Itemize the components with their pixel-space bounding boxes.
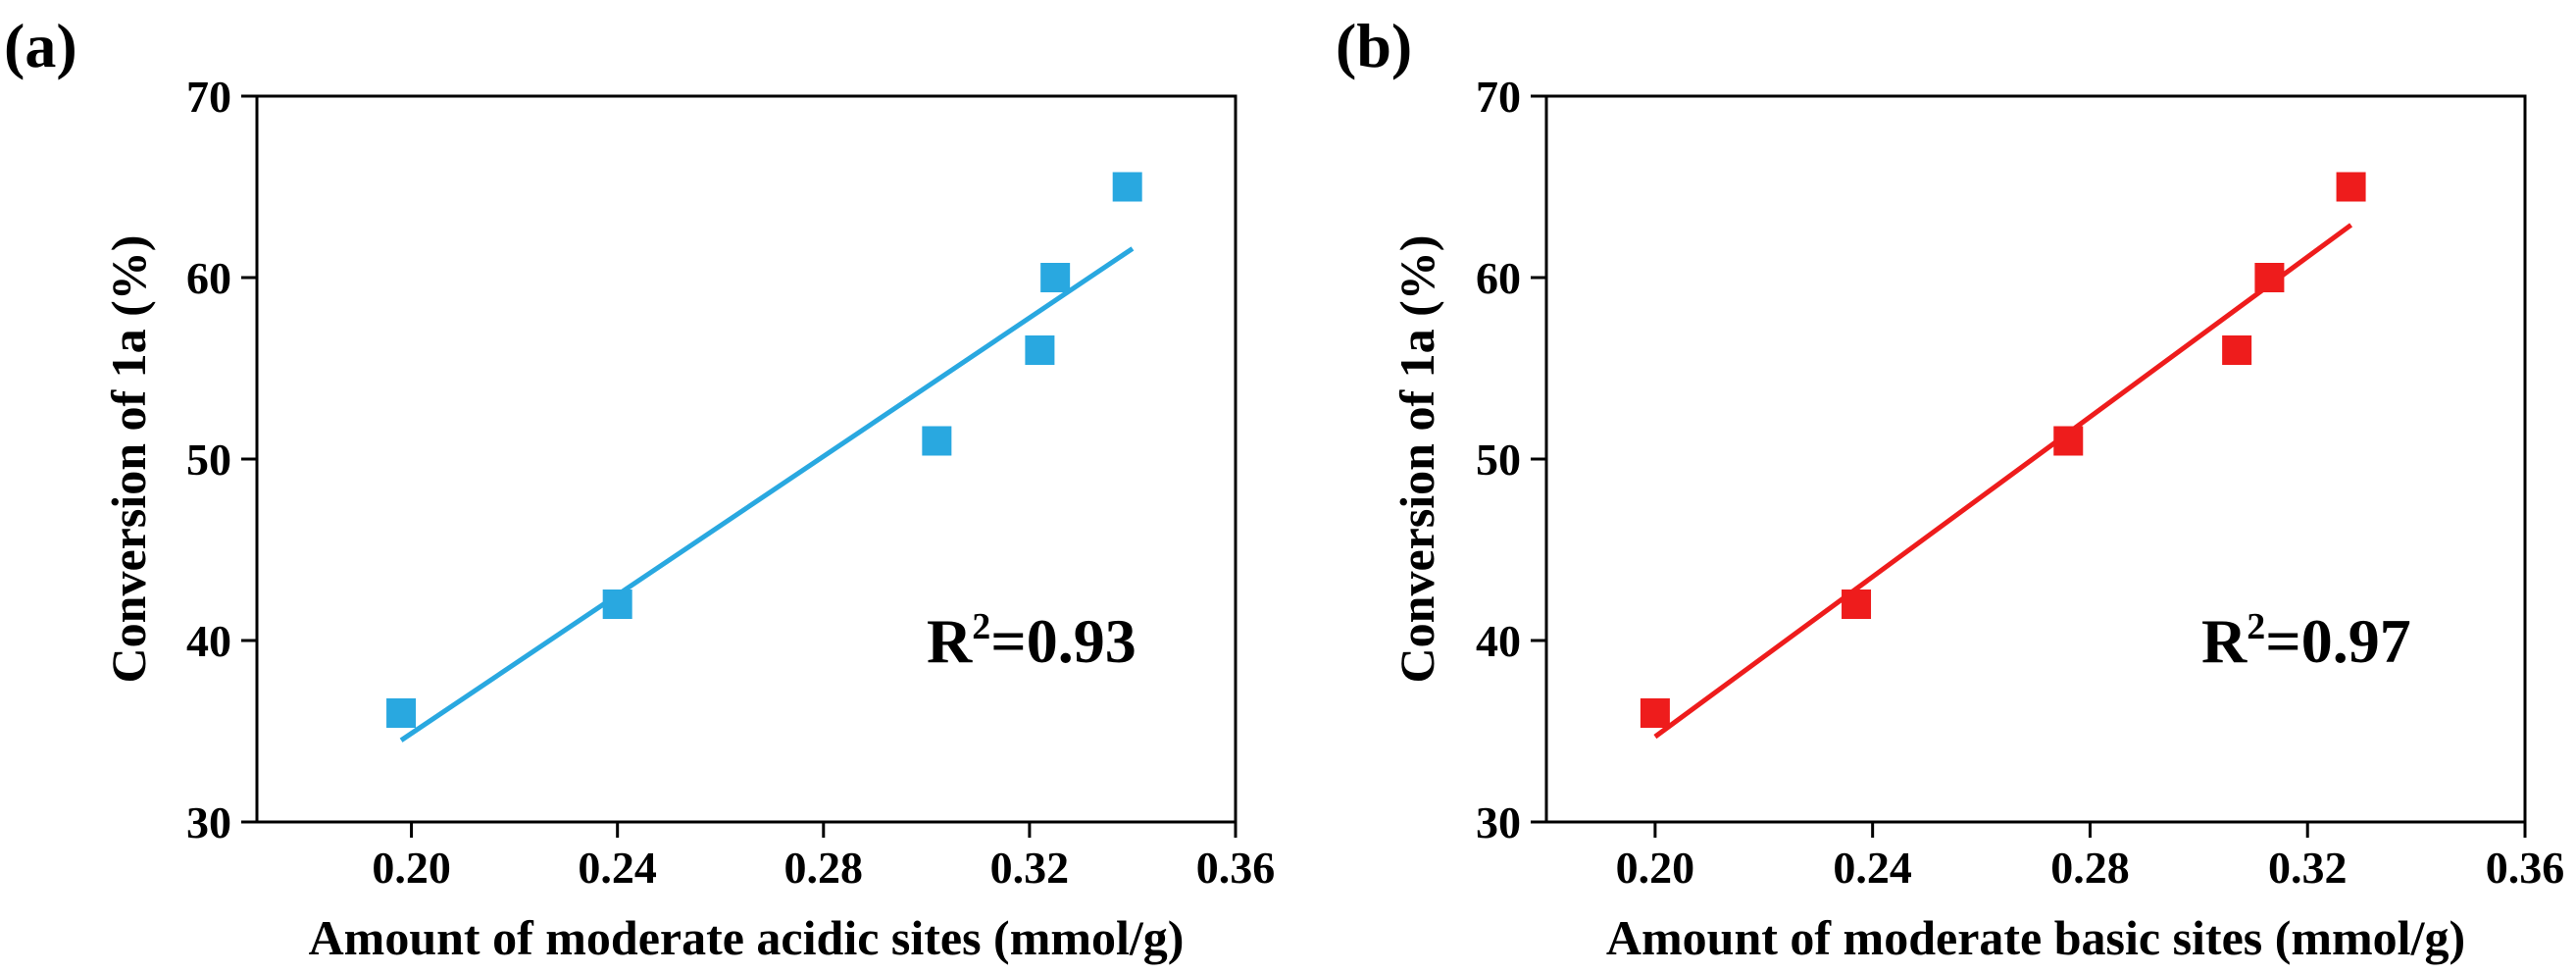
data-point-a-4: [1040, 263, 1071, 292]
r-squared-value-b: =0.97: [2265, 606, 2410, 676]
panel-b: (b) 0.20 0.24 0.28 0.32 0.36 30 40 50 60 70 Amoun…: [1336, 11, 2564, 965]
y-tick-label-a-2: 50: [186, 435, 231, 485]
x-tick-label-a-4: 0.36: [1196, 843, 1276, 893]
x-tick-label-b-4: 0.36: [2486, 843, 2565, 893]
y-tick-label-b-4: 70: [1476, 72, 1521, 122]
tick-labels-a: 0.20 0.24 0.28 0.32 0.36 30 40 50 60 70: [186, 72, 1275, 893]
data-point-b-5: [2336, 172, 2366, 202]
x-tick-label-b-0: 0.20: [1616, 843, 1695, 893]
x-axis-title-a: Amount of moderate acidic sites (mmol/g): [309, 910, 1185, 965]
y-tick-label-b-3: 60: [1476, 253, 1521, 303]
r-squared-sup-a: 2: [972, 606, 990, 647]
data-point-b-1: [1842, 590, 1872, 619]
y-axis-title-b: Conversion of 1a (%): [1389, 235, 1444, 684]
axis-ticks-b: [1531, 94, 2527, 838]
data-points-a: [386, 172, 1142, 728]
fit-line-b: [1653, 223, 2353, 740]
r-squared-a: R2=0.93: [927, 606, 1136, 676]
r-squared-sup-b: 2: [2247, 606, 2265, 647]
data-point-a-3: [1025, 335, 1055, 365]
data-point-a-2: [922, 426, 952, 456]
fit-line-a: [399, 246, 1135, 743]
data-point-a-0: [386, 698, 417, 728]
data-point-b-4: [2254, 263, 2285, 292]
y-tick-label-b-2: 50: [1476, 435, 1521, 485]
y-tick-label-a-0: 30: [186, 797, 231, 847]
y-axis-title-a: Conversion of 1a (%): [101, 235, 156, 684]
x-tick-label-a-1: 0.24: [578, 843, 657, 893]
data-point-b-0: [1640, 698, 1670, 728]
y-tick-label-a-4: 70: [186, 72, 231, 122]
data-point-a-1: [602, 590, 632, 619]
r-squared-b: R2=0.97: [2201, 606, 2411, 676]
x-tick-label-b-2: 0.28: [2050, 843, 2130, 893]
tick-labels-b: 0.20 0.24 0.28 0.32 0.36 30 40 50 60 70: [1476, 72, 2564, 893]
data-points-b: [1640, 172, 2366, 728]
data-point-a-5: [1112, 172, 1142, 202]
data-point-b-2: [2053, 426, 2084, 456]
x-tick-label-a-0: 0.20: [372, 843, 451, 893]
r-squared-base-a: R: [927, 606, 973, 676]
x-tick-label-b-1: 0.24: [1833, 843, 1912, 893]
panel-a: (a) 0.20 0.24 0.28 0.32 0.36 30 40 50 60 70 Amoun…: [4, 11, 1275, 965]
axis-ticks-a: [241, 94, 1237, 838]
y-tick-label-a-1: 40: [186, 616, 231, 666]
y-tick-label-b-1: 40: [1476, 616, 1521, 666]
y-tick-label-b-0: 30: [1476, 797, 1521, 847]
x-axis-title-b: Amount of moderate basic sites (mmol/g): [1606, 910, 2465, 965]
data-point-b-3: [2222, 335, 2252, 365]
x-tick-label-a-3: 0.32: [990, 843, 1070, 893]
y-tick-label-a-3: 60: [186, 253, 231, 303]
x-tick-label-a-2: 0.28: [784, 843, 864, 893]
panel-label-b: (b): [1336, 11, 1412, 80]
r-squared-value-a: =0.93: [990, 606, 1136, 676]
r-squared-base-b: R: [2201, 606, 2248, 676]
x-tick-label-b-3: 0.32: [2268, 843, 2348, 893]
panel-label-a: (a): [4, 11, 77, 80]
